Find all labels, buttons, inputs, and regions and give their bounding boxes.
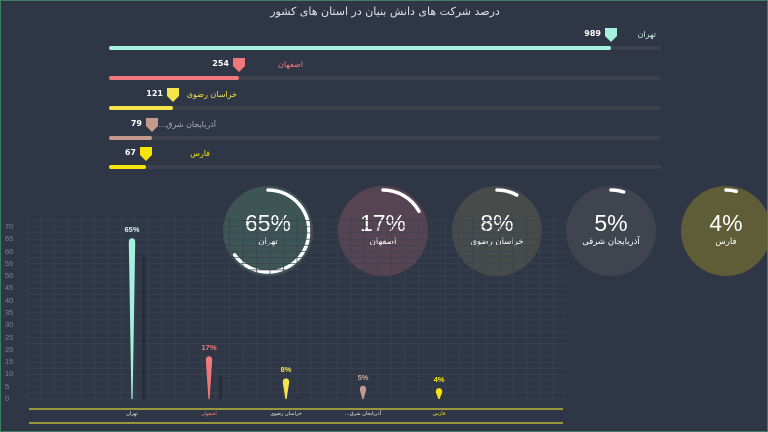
marker-icon xyxy=(146,118,158,132)
donut-gauge: 5% آذربایجان شرقی xyxy=(566,186,656,276)
hbar-track xyxy=(109,165,661,169)
y-axis-tick: 25 xyxy=(5,332,14,342)
bar-value-label: 65% xyxy=(124,225,140,235)
x-axis-label: اصفهان xyxy=(201,411,217,417)
hbar-row: 67 فارس xyxy=(1,146,767,170)
x-axis-label: خراسان رضوی xyxy=(270,411,302,417)
x-axis-label: آذربایجان شرق... xyxy=(345,411,381,417)
y-axis-tick: 15 xyxy=(5,357,14,367)
progress-ring-icon xyxy=(568,188,654,274)
hbar-fill xyxy=(109,46,611,50)
hbar-label: آذربایجان شرق... xyxy=(158,120,216,129)
progress-ring-icon xyxy=(683,188,767,274)
progress-ring-icon xyxy=(225,188,311,274)
y-axis-tick: 30 xyxy=(5,320,14,330)
donut-label: اصفهان xyxy=(369,237,397,247)
hbar-fill xyxy=(109,76,239,80)
donut-label: فارس xyxy=(715,237,737,247)
x-axis-label: فارس xyxy=(432,411,446,417)
column-chart-plot xyxy=(26,217,566,424)
donut-label: آذربایجان شرقی xyxy=(582,237,640,247)
donut-label: خراسان رضوی xyxy=(470,237,524,247)
bar-value-label: 5% xyxy=(357,372,369,382)
bar-value-label: 8% xyxy=(280,365,292,375)
marker-icon xyxy=(167,88,179,102)
marker-icon xyxy=(605,28,617,42)
hbar-track xyxy=(109,76,661,80)
marker-icon xyxy=(140,147,152,161)
y-axis-tick: 65 xyxy=(5,234,14,244)
y-axis-tick: 50 xyxy=(5,271,14,281)
hbar-value: 67 xyxy=(124,148,136,157)
y-axis-tick: 0 xyxy=(5,394,10,403)
donut-gauge: 8% خراسان رضوی xyxy=(452,186,542,276)
hbar-row: 254 اصفهان xyxy=(1,57,767,81)
hbar-fill xyxy=(109,165,146,169)
y-axis-tick: 35 xyxy=(5,308,14,317)
hbar-value: 989 xyxy=(584,29,601,38)
hbar-row: 121 خراسان رضوی xyxy=(1,87,767,111)
hbar-label: فارس xyxy=(190,149,210,158)
hbar-value: 79 xyxy=(130,119,142,128)
hbar-fill xyxy=(109,106,173,110)
hbar-track xyxy=(109,106,661,110)
progress-ring-icon xyxy=(454,188,540,274)
hbar-track xyxy=(109,136,661,140)
hbar-label: خراسان رضوی xyxy=(186,90,237,99)
hbar-row: 989 تهران xyxy=(1,27,767,51)
y-axis-tick: 40 xyxy=(5,295,14,305)
donut-gauge: 17% اصفهان xyxy=(338,186,428,276)
bar-value-label: 17% xyxy=(201,343,217,353)
hbar-track xyxy=(109,46,661,50)
progress-ring-icon xyxy=(340,188,426,274)
donut-percent: 4% xyxy=(709,210,743,236)
hbar-row: 79 آذربایجان شرق... xyxy=(1,117,767,141)
hbar-fill xyxy=(109,136,152,140)
y-axis-tick: 20 xyxy=(5,344,14,354)
y-axis-tick: 45 xyxy=(5,283,14,293)
hbar-value: 121 xyxy=(146,89,163,98)
marker-icon xyxy=(233,58,245,72)
page-title: درصد شرکت های دانش بنیان در استان های کش… xyxy=(270,5,500,18)
y-axis-tick: 60 xyxy=(5,246,14,256)
donut-percent: 5% xyxy=(594,210,628,236)
bar-value-label: 4% xyxy=(433,375,445,385)
y-axis-tick: 70 xyxy=(5,222,14,231)
hbar-label: تهران xyxy=(637,30,656,39)
donut-label: تهران xyxy=(258,237,278,247)
y-axis-tick: 55 xyxy=(5,258,14,268)
hbar-label: اصفهان xyxy=(277,60,303,69)
y-axis-tick: 5 xyxy=(5,381,10,391)
column-chart: 0 5 10 15 20 25 30 35 40 45 50 55 60 65 70 65% تهران 17% ا… xyxy=(1,213,581,428)
y-axis-tick: 10 xyxy=(5,369,14,379)
donut-gauge: 4% فارس xyxy=(681,186,767,276)
donut-percent: 17% xyxy=(359,210,407,236)
hbar-value: 254 xyxy=(212,59,229,68)
x-axis-label: تهران xyxy=(126,411,138,417)
